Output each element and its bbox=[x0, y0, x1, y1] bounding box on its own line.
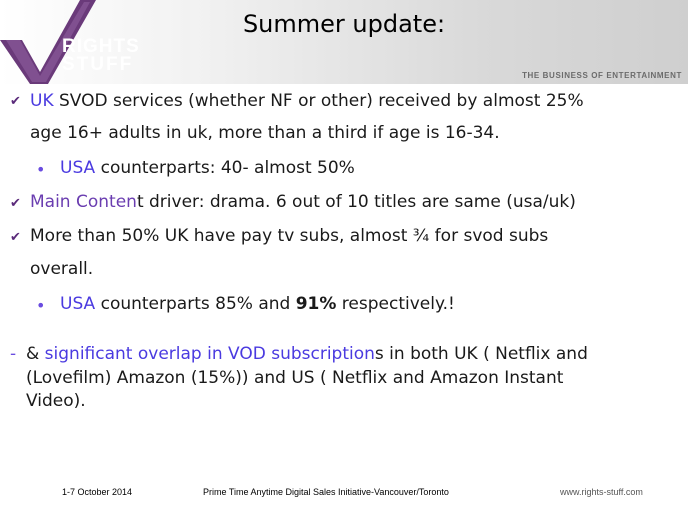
bullet-4-line3: Video). bbox=[26, 391, 86, 411]
bullet-4-highlight: significant overlap in VOD subscription bbox=[44, 344, 375, 364]
checkmark-icon: ✔ bbox=[10, 94, 21, 109]
sub-bullet-3-text: counterparts 85% and bbox=[95, 294, 296, 314]
bullet-1-highlight: UK bbox=[30, 91, 54, 111]
bullet-dot-icon: • bbox=[36, 160, 46, 179]
bullet-2: Main Content driver: drama. 6 out of 10 … bbox=[30, 192, 576, 212]
tagline: THE BUSINESS OF ENTERTAINMENT bbox=[522, 71, 682, 80]
slide-header: RIGHTS STUFF Summer update: THE BUSINESS… bbox=[0, 0, 688, 84]
checkmark-icon: ✔ bbox=[10, 196, 21, 211]
bullet-1-text: SVOD services (whether NF or other) rece… bbox=[53, 91, 584, 111]
slide-title: Summer update: bbox=[242, 10, 446, 38]
bullet-3-line1: More than 50% UK have pay tv subs, almos… bbox=[30, 226, 549, 246]
bullet-3-line2: overall. bbox=[30, 259, 94, 279]
bullet-4-line2: (Lovefilm) Amazon (15%)) and US ( Netfli… bbox=[26, 368, 564, 388]
bullet-2-text: t driver: drama. 6 out of 10 titles are … bbox=[136, 192, 576, 212]
sub-bullet-1-highlight: USA bbox=[60, 158, 96, 178]
bullet-4-text: s in both UK ( Netflix and bbox=[374, 344, 588, 364]
dash-icon: - bbox=[10, 344, 17, 364]
rights-stuff-logo bbox=[0, 0, 96, 84]
bullet-4-prefix: & bbox=[26, 344, 45, 364]
bullet-dot-icon: • bbox=[36, 296, 46, 315]
sub-bullet-3-bold: 91% bbox=[295, 294, 337, 314]
logo-text: RIGHTS STUFF bbox=[62, 36, 140, 75]
logo-line2: STUFF bbox=[62, 54, 134, 75]
sub-bullet-3: USA counterparts 85% and 91% respectivel… bbox=[60, 294, 455, 314]
footer-date: 1-7 October 2014 bbox=[62, 487, 133, 497]
footer-url[interactable]: www.rights-stuff.com bbox=[560, 487, 643, 497]
sub-bullet-3-text-end: respectively.! bbox=[336, 294, 455, 314]
sub-bullet-1-text: counterparts: 40- almost 50% bbox=[95, 158, 355, 178]
footer-event: Prime Time Anytime Digital Sales Initiat… bbox=[203, 487, 449, 497]
checkmark-icon: ✔ bbox=[10, 230, 21, 245]
bullet-4-line1: & significant overlap in VOD subscriptio… bbox=[26, 344, 588, 364]
logo-line1: RIGHTS bbox=[62, 36, 140, 57]
sub-bullet-1: USA counterparts: 40- almost 50% bbox=[60, 158, 355, 178]
bullet-2-highlight: Main Conten bbox=[30, 192, 137, 212]
bullet-1-line2: age 16+ adults in uk, more than a third … bbox=[30, 123, 500, 143]
bullet-1-line1: UK SVOD services (whether NF or other) r… bbox=[30, 91, 584, 111]
sub-bullet-3-highlight: USA bbox=[60, 294, 96, 314]
